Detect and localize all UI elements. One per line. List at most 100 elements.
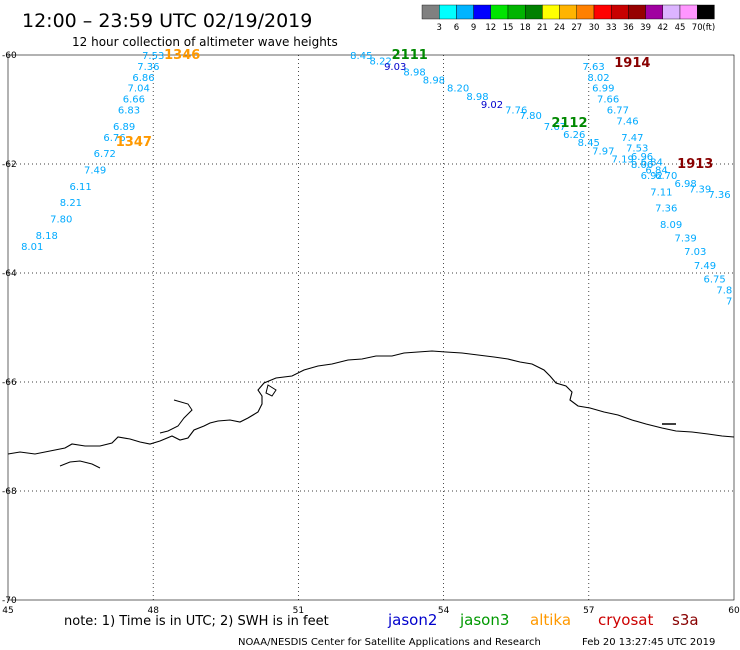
pass-number-label: 1347 — [116, 135, 152, 150]
swh-value-label: 7.19 — [612, 155, 634, 166]
swh-value-label: 7.39 — [674, 234, 696, 245]
lat-tick-label: -60 — [2, 51, 17, 61]
color-swatch — [593, 4, 612, 20]
swh-value-label: 6.76 — [103, 133, 125, 144]
color-bar-label: 45 — [675, 23, 686, 33]
swh-value-label: 6.72 — [94, 149, 116, 160]
color-swatch — [525, 4, 543, 20]
color-swatch — [576, 4, 595, 20]
swh-value-label: 6.77 — [607, 106, 629, 117]
color-swatch — [628, 4, 646, 20]
swh-value-label: 7.49 — [694, 261, 716, 272]
altimeter-tracks: 7.537.366.867.046.666.836.896.766.727.49… — [21, 51, 732, 307]
color-swatch — [421, 4, 440, 20]
swh-value-label: 6.75 — [704, 274, 726, 285]
swh-value-label: 7.03 — [684, 247, 706, 258]
swh-value-label: 8.22 — [370, 56, 392, 67]
swh-value-label: 8.06 — [631, 160, 653, 171]
swh-value-label: 8.98 — [423, 76, 445, 87]
swh-value-label: 7.76 — [505, 106, 527, 117]
swh-value-label: 8.21 — [60, 198, 82, 209]
swh-value-label: 6.89 — [113, 122, 135, 133]
swh-value-label: 7.80 — [50, 215, 72, 226]
color-bar-legend: 3 6 9 12 15 18 21 24 27 30 33 36 39 42 45 70 (ft) — [421, 4, 715, 33]
swh-value-label: 7.46 — [616, 116, 638, 127]
swh-value-label: 6.83 — [118, 106, 140, 117]
pass-number-label: 1346 — [164, 48, 200, 63]
swh-value-label: 7.66 — [597, 95, 619, 106]
lon-tick-label: 60 — [728, 606, 740, 616]
swh-value-label: 7.97 — [592, 146, 614, 157]
pass-number-label: 1913 — [677, 157, 713, 172]
swh-value-label: 7.36 — [708, 190, 730, 201]
swh-value-label: 8.20 — [447, 84, 469, 95]
swh-value-label: 8.45 — [578, 138, 600, 149]
swh-value-label: 7.63 — [583, 62, 605, 73]
swh-value-label: 8.45 — [350, 51, 372, 62]
color-bar-label: 3 — [436, 23, 441, 33]
swh-value-label: 7.36 — [137, 62, 159, 73]
color-bar-label: 42 — [657, 23, 668, 33]
footer-credit: NOAA/NESDIS Center for Satellite Applica… — [238, 637, 541, 648]
color-bar-label: 70 — [692, 23, 703, 33]
footer-note: note: 1) Time is in UTC; 2) SWH is in fe… — [64, 614, 329, 629]
color-swatch — [645, 4, 663, 20]
swh-value-label: 8.01 — [21, 242, 43, 253]
swh-value-label: 7.47 — [621, 133, 643, 144]
color-bar-label: 6 — [454, 23, 459, 33]
color-bar-label: 24 — [554, 23, 565, 33]
swh-value-label: 7.04 — [128, 84, 150, 95]
color-bar-label: 21 — [537, 23, 548, 33]
color-swatch — [439, 4, 457, 20]
swh-value-label: 8.18 — [36, 231, 58, 242]
lat-tick-label: -66 — [2, 378, 17, 388]
coastline-inlet — [159, 399, 193, 434]
swh-value-label: 7 — [726, 296, 732, 307]
swh-value-label: 6.92 — [641, 171, 663, 182]
color-bar-label: 27 — [571, 23, 582, 33]
color-bar-label: 30 — [589, 23, 600, 33]
lon-tick-label: 54 — [438, 606, 450, 616]
swh-value-label: 8.98 — [403, 67, 425, 78]
lat-tick-label: -68 — [2, 487, 17, 497]
color-swatch — [542, 4, 560, 20]
lon-tick-label: 48 — [147, 606, 159, 616]
color-swatch — [473, 4, 492, 20]
color-bar-label: 18 — [520, 23, 531, 33]
color-swatch — [456, 4, 474, 20]
color-bar-label: 39 — [640, 23, 651, 33]
map-subtitle: 12 hour collection of altimeter wave hei… — [72, 35, 338, 49]
swh-value-label: 6.99 — [592, 84, 614, 95]
satellite-legend-s3a: s3a — [672, 611, 699, 629]
map-title: 12:00 – 23:59 UTC 02/19/2019 — [22, 10, 312, 32]
lon-tick-label: 57 — [583, 606, 594, 616]
color-swatch — [507, 4, 526, 20]
lat-tick-label: -62 — [2, 160, 17, 170]
coastline-mainland — [7, 350, 735, 455]
swh-value-label: 6.66 — [123, 95, 145, 106]
swh-value-label: 7.39 — [689, 185, 711, 196]
swh-value-label: 7.67 — [544, 122, 566, 133]
coastline-west-bay — [59, 460, 101, 469]
swh-value-label: 9.02 — [481, 100, 503, 111]
lon-tick-label: 51 — [293, 606, 304, 616]
swh-value-label: 6.11 — [69, 182, 91, 193]
satellite-legend-jason3: jason3 — [459, 611, 509, 629]
swh-value-label: 6.96 — [631, 152, 653, 163]
swh-value-label: 6.70 — [655, 171, 677, 182]
color-bar-unit: (ft) — [702, 23, 715, 33]
swh-value-label: 6.26 — [563, 130, 585, 141]
swh-value-label: 7.49 — [84, 165, 106, 176]
color-bar-label: 33 — [606, 23, 617, 33]
swh-value-label: 8.02 — [587, 73, 609, 84]
lat-tick-label: -70 — [2, 596, 17, 606]
swh-value-label: 7.53 — [142, 51, 164, 62]
swh-value-label: 7.80 — [520, 111, 542, 122]
map-frame — [7, 54, 735, 601]
footer-timestamp: Feb 20 13:27:45 UTC 2019 — [582, 637, 715, 648]
satellite-legend-jason2: jason2 — [387, 611, 437, 629]
pass-number-label: 2111 — [392, 48, 428, 63]
pass-number-label: 2112 — [551, 116, 587, 131]
